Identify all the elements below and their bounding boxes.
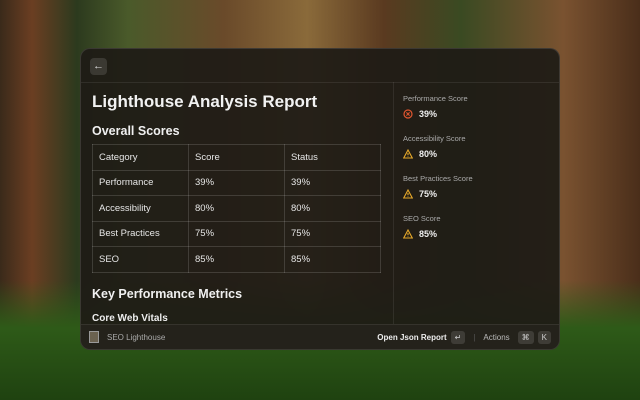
header-cell: Status [284, 144, 381, 171]
header-cell: Score [188, 144, 285, 171]
table-row: Accessibility 80% 80% [92, 195, 381, 222]
cell: 75% [284, 220, 381, 247]
cell: SEO [92, 246, 189, 273]
header-cell: Category [92, 144, 189, 171]
divider [393, 82, 394, 324]
divider [81, 82, 559, 83]
score-label: SEO Score [403, 214, 441, 223]
score-label: Performance Score [403, 94, 468, 103]
metrics-heading: Key Performance Metrics [92, 287, 243, 301]
table-row: Performance 39% 39% [92, 169, 381, 196]
arrow-left-icon: ← [93, 60, 104, 72]
cell: Best Practices [92, 220, 189, 247]
lighthouse-app-icon [89, 331, 99, 343]
core-web-vitals-heading: Core Web Vitals [92, 313, 168, 324]
scores-table: Category Score Status Performance 39% 39% … [92, 144, 381, 273]
cell: 75% [188, 220, 285, 247]
k-key: K [537, 330, 551, 344]
cell: 85% [188, 246, 285, 273]
warning-icon [403, 229, 413, 239]
enter-key-icon: ↵ [450, 330, 466, 344]
command-key-icon: ⌘ [517, 330, 534, 344]
actions-button[interactable]: Actions [483, 332, 510, 342]
score-value-row: 85% [403, 229, 553, 239]
action-bar: SEO Lighthouse Open Json Report ↵ | Acti… [81, 324, 559, 349]
table-row: Best Practices 75% 75% [92, 220, 381, 247]
overall-scores-heading: Overall Scores [92, 124, 180, 138]
score-label: Best Practices Score [403, 174, 473, 183]
cell: Performance [92, 169, 189, 196]
score-value-row: 39% [403, 109, 553, 119]
x-circle-icon [403, 109, 413, 119]
score-value: 80% [419, 149, 438, 159]
score-value: 75% [419, 189, 438, 199]
table-row: SEO 85% 85% [92, 246, 381, 273]
score-sidebar: Performance Score 39% Accessibility Scor… [403, 94, 553, 254]
warning-icon [403, 149, 413, 159]
cell: 80% [284, 195, 381, 222]
table-header-row: Category Score Status [92, 144, 381, 171]
score-value: 39% [419, 109, 438, 119]
report-window: ← Lighthouse Analysis Report Overall Sco… [80, 48, 560, 350]
back-button[interactable]: ← [90, 58, 107, 75]
cell: 80% [188, 195, 285, 222]
cell: 39% [188, 169, 285, 196]
cell: 39% [284, 169, 381, 196]
cell: 85% [284, 246, 381, 273]
cell: Accessibility [92, 195, 189, 222]
score-value-row: 80% [403, 149, 553, 159]
page-title: Lighthouse Analysis Report [92, 92, 318, 111]
score-value: 85% [419, 229, 438, 239]
score-value-row: 75% [403, 189, 553, 199]
open-json-report-button[interactable]: Open Json Report [377, 332, 447, 342]
app-name: SEO Lighthouse [107, 332, 166, 342]
score-label: Accessibility Score [403, 134, 466, 143]
warning-icon [403, 189, 413, 199]
